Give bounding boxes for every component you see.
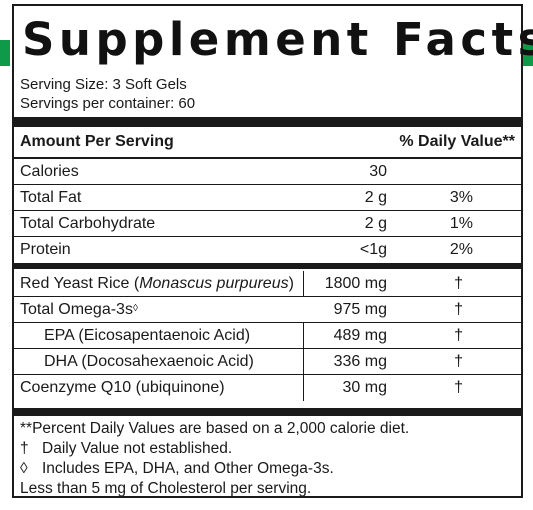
table-row: Red Yeast Rice (Monascus purpureus) 1800… bbox=[14, 271, 521, 297]
ingredient-name: EPA (Eicosapentaenoic Acid) bbox=[44, 327, 251, 344]
ingredient-name: Coenzyme Q10 (ubiquinone) bbox=[20, 379, 225, 396]
table-row: Total Omega-3s◊ 975 mg † bbox=[14, 297, 521, 323]
ingredient-amount: 489 mg bbox=[333, 327, 387, 344]
panel-title: Supplement Facts bbox=[22, 13, 533, 66]
ingredient-name: Red Yeast Rice (Monascus purpureus) bbox=[20, 275, 294, 292]
dagger-mark: † bbox=[454, 353, 463, 370]
table-row: Total Fat 2 g 3% bbox=[14, 185, 521, 211]
table-header: Amount Per Serving % Daily Value** bbox=[14, 129, 521, 155]
serving-size: Serving Size: 3 Soft Gels bbox=[20, 76, 187, 93]
column-divider bbox=[303, 323, 304, 348]
header-divider bbox=[14, 157, 521, 159]
nutrient-daily-value: 3% bbox=[449, 189, 473, 206]
nutrient-amount: 2 g bbox=[364, 189, 387, 206]
nutrient-name: Total Carbohydrate bbox=[20, 215, 156, 232]
thick-divider bbox=[14, 408, 521, 416]
nutrient-amount: 30 bbox=[369, 163, 387, 180]
bottom-text-fragment bbox=[12, 503, 521, 510]
table-row: Coenzyme Q10 (ubiquinone) 30 mg † bbox=[14, 375, 521, 401]
ingredient-amount: 30 mg bbox=[342, 379, 387, 396]
header-amount: Amount Per Serving bbox=[20, 133, 174, 150]
header-daily-value: % Daily Value** bbox=[399, 133, 515, 150]
nutrient-amount: 2 g bbox=[364, 215, 387, 232]
nutrient-name: Calories bbox=[20, 163, 79, 180]
footnote: Less than 5 mg of Cholesterol per servin… bbox=[20, 480, 312, 497]
footnote: † Daily Value not established. bbox=[20, 440, 233, 457]
thick-divider bbox=[14, 263, 521, 269]
column-divider bbox=[303, 375, 304, 401]
ingredient-amount: 975 mg bbox=[333, 301, 387, 318]
footnote: **Percent Daily Values are based on a 2,… bbox=[20, 420, 410, 437]
column-divider bbox=[303, 271, 304, 296]
dagger-mark: † bbox=[454, 327, 463, 344]
diamond-mark: ◊ bbox=[132, 303, 138, 314]
side-text-fragment bbox=[0, 105, 8, 265]
column-divider bbox=[303, 349, 304, 374]
green-accent-left bbox=[0, 40, 10, 66]
table-row: EPA (Eicosapentaenoic Acid) 489 mg † bbox=[14, 323, 521, 349]
supplement-facts-panel: Supplement Facts Serving Size: 3 Soft Ge… bbox=[12, 4, 533, 498]
table-row: Protein <1g 2% bbox=[14, 237, 521, 263]
side-text-fragment bbox=[0, 440, 8, 495]
nutrient-name: Total Fat bbox=[20, 189, 82, 206]
thick-divider bbox=[14, 117, 521, 127]
ingredient-name: Total Omega-3s◊ bbox=[20, 301, 138, 318]
servings-per-container: Servings per container: 60 bbox=[20, 95, 196, 112]
ingredient-amount: 336 mg bbox=[333, 353, 387, 370]
dagger-mark: † bbox=[454, 301, 463, 318]
dagger-mark: † bbox=[454, 275, 463, 292]
dagger-mark: † bbox=[454, 379, 463, 396]
ingredient-name: DHA (Docosahexaenoic Acid) bbox=[44, 353, 254, 370]
table-row: Total Carbohydrate 2 g 1% bbox=[14, 211, 521, 237]
table-row: DHA (Docosahexaenoic Acid) 336 mg † bbox=[14, 349, 521, 375]
nutrient-daily-value: 1% bbox=[449, 215, 473, 232]
nutrient-name: Protein bbox=[20, 241, 71, 258]
nutrient-daily-value: 2% bbox=[449, 241, 473, 258]
footnote: ◊ Includes EPA, DHA, and Other Omega-3s. bbox=[20, 460, 334, 477]
ingredient-amount: 1800 mg bbox=[324, 275, 387, 292]
table-row: Calories 30 bbox=[14, 159, 521, 185]
nutrient-amount: <1g bbox=[359, 241, 387, 258]
green-accent-right bbox=[523, 40, 533, 66]
latin-name: Monascus purpureus bbox=[139, 275, 289, 292]
